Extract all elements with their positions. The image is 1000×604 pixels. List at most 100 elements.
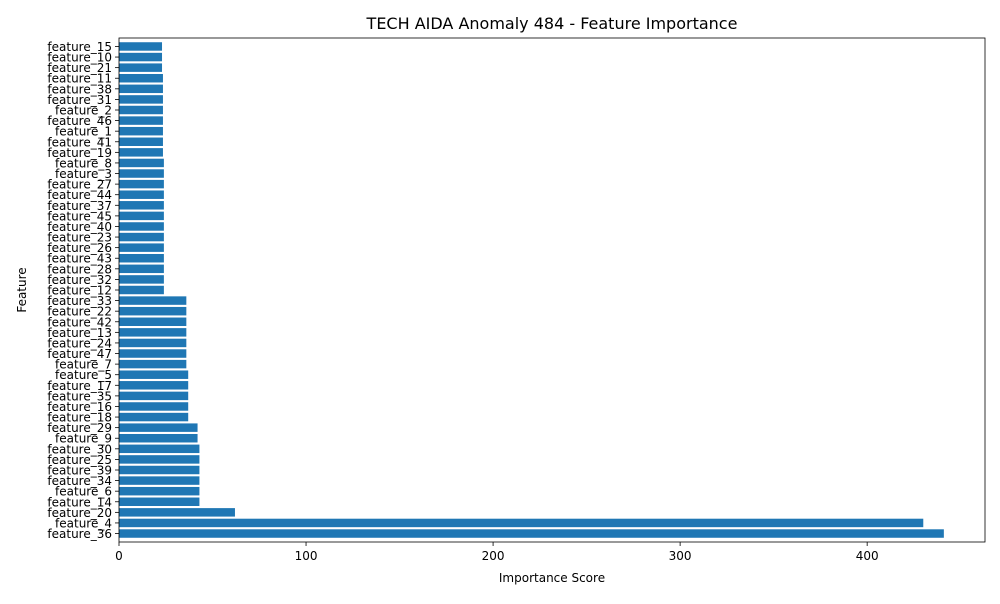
bar-feature_44 [119,190,164,199]
bar-feature_47 [119,349,187,358]
y-tick-label: feature_33 [47,294,112,308]
y-tick-label: feature_32 [47,273,112,287]
bar-feature_37 [119,201,164,210]
y-tick-label: feature_16 [47,400,112,414]
y-tick-label: feature_42 [47,315,112,329]
bar-feature_3 [119,169,164,178]
bar-feature_31 [119,95,163,104]
bar-feature_7 [119,359,187,369]
y-tick-label: feature_45 [47,209,112,223]
y-tick-label: feature_24 [47,336,112,350]
y-tick-label: feature_38 [47,82,112,96]
bar-feature_42 [119,317,187,326]
bar-feature_12 [119,285,164,295]
y-tick-label: feature_15 [47,40,112,54]
bar-feature_15 [119,42,163,51]
y-tick-label: feature_12 [47,284,112,298]
y-tick-label: feature_34 [47,474,112,488]
axes-layer: feature_36feature_4feature_20feature_14f… [47,37,986,563]
y-tick-label: feature_46 [47,114,112,128]
x-tick-label: 400 [856,549,879,563]
bar-feature_27 [119,179,164,189]
bar-feature_35 [119,391,189,401]
bar-feature_9 [119,434,198,443]
chart-title: TECH AIDA Anomaly 484 - Feature Importan… [366,14,738,33]
bar-feature_29 [119,423,198,432]
y-tick-label: feature_20 [47,506,112,520]
y-tick-label: feature_28 [47,262,112,276]
bar-feature_22 [119,306,187,316]
y-tick-label: feature_7 [55,358,112,372]
y-tick-label: feature_43 [47,252,112,266]
bar-feature_34 [119,476,200,485]
y-tick-label: feature_8 [55,156,112,170]
bars-layer [119,42,944,538]
x-tick-label: 300 [669,549,692,563]
y-tick-label: feature_21 [47,61,112,75]
y-tick-label: feature_37 [47,199,112,213]
bar-feature_24 [119,338,187,348]
bar-feature_33 [119,296,187,305]
y-tick-label: feature_1 [55,125,112,139]
bar-feature_20 [119,508,235,517]
y-tick-label: feature_41 [47,135,112,149]
bar-feature_45 [119,211,164,221]
bar-feature_13 [119,328,187,337]
bar-feature_19 [119,148,163,157]
y-tick-label: feature_47 [47,347,112,361]
y-tick-label: feature_30 [47,442,112,456]
bar-feature_1 [119,126,163,136]
y-tick-label: feature_25 [47,453,112,467]
y-tick-label: feature_17 [47,379,112,393]
y-tick-label: feature_5 [55,368,112,382]
bar-feature_23 [119,232,164,242]
y-tick-label: feature_10 [47,51,112,65]
y-tick-label: feature_44 [47,188,112,202]
bar-feature_41 [119,137,163,146]
bar-feature_2 [119,105,163,115]
x-tick-label: 100 [295,549,318,563]
bar-feature_10 [119,52,163,62]
y-tick-label: feature_14 [47,495,112,509]
bar-feature_21 [119,63,163,72]
y-tick-label: feature_27 [47,178,112,192]
bar-feature_6 [119,486,200,496]
axes-frame [118,37,986,543]
bar-feature_38 [119,84,163,94]
bar-feature_39 [119,465,200,475]
y-tick-label: feature_40 [47,220,112,234]
y-tick-label: feature_31 [47,93,112,107]
y-tick-label: feature_19 [47,146,112,160]
x-axis-label: Importance Score [499,571,605,585]
y-tick-label: feature_4 [55,516,112,530]
bar-feature_18 [119,412,189,422]
bar-feature_43 [119,254,164,263]
bar-feature_46 [119,116,163,125]
bar-feature_16 [119,402,189,411]
bar-feature_32 [119,275,164,284]
bar-feature_8 [119,158,164,168]
bar-feature_14 [119,497,200,506]
y-tick-label: feature_3 [55,167,112,181]
y-tick-label: feature_13 [47,326,112,340]
bar-feature_28 [119,264,164,274]
y-tick-label: feature_18 [47,411,112,425]
y-tick-label: feature_36 [47,527,112,541]
y-tick-label: feature_23 [47,231,112,245]
bar-feature_26 [119,243,164,252]
y-tick-label: feature_39 [47,464,112,478]
bar-feature_4 [119,518,924,528]
y-tick-label: feature_2 [55,104,112,118]
bar-feature_11 [119,74,163,83]
x-tick-label: 0 [115,549,123,563]
bar-feature_17 [119,381,189,390]
x-tick-label: 200 [482,549,505,563]
bar-feature_5 [119,370,189,379]
y-tick-label: feature_26 [47,241,112,255]
y-tick-label: feature_29 [47,421,112,435]
y-tick-label: feature_11 [47,72,112,86]
y-tick-label: feature_22 [47,305,112,319]
y-tick-label: feature_35 [47,389,112,403]
